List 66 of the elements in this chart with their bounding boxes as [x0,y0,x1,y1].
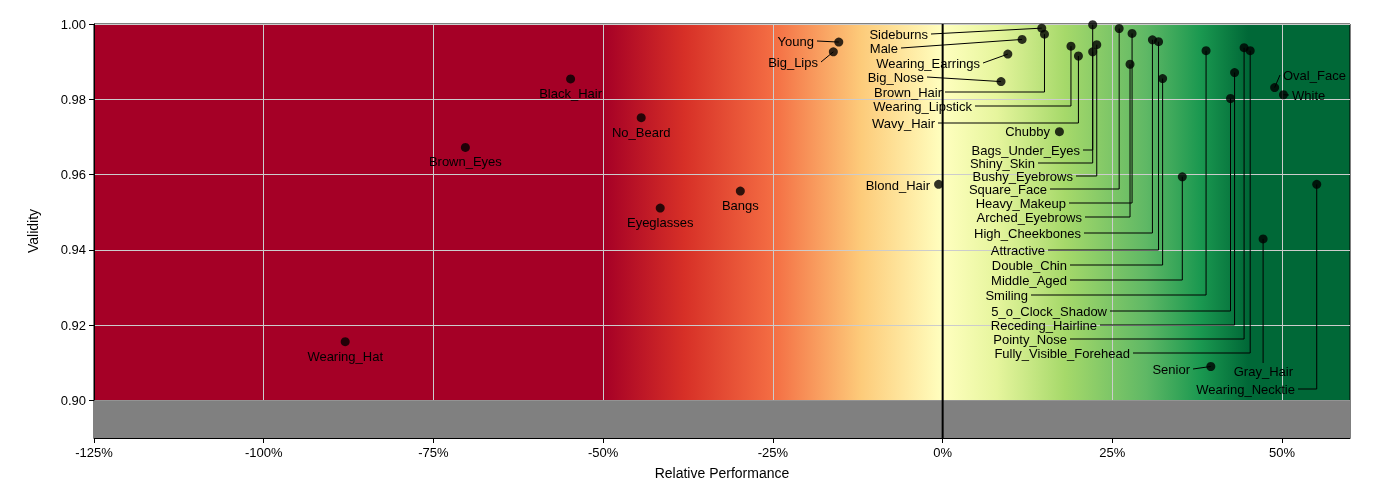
annotation: Double_Chin [991,257,1067,273]
annotation: Wavy_Hair [871,115,936,131]
annotation: Senior [1152,361,1191,377]
point [1245,46,1255,56]
annotation: Sideburns [869,26,929,42]
y-tick-label: 0.98 [60,91,86,107]
annotation: Wearing_Hat [307,348,384,364]
annotation: 5_o_Clock_Shadow [991,303,1108,319]
point [828,47,838,57]
point [1270,83,1280,93]
point [1158,74,1168,84]
point [1092,40,1102,50]
point [1177,172,1187,182]
annotation: Receding_Hairline [990,317,1097,333]
point [996,77,1006,87]
y-tick-label: 0.92 [60,317,86,333]
annotation: Bangs [721,198,760,214]
point [1003,49,1013,59]
y-axis-title: Validity [25,208,41,254]
x-tick-label: -25% [757,445,789,460]
point [1312,179,1322,189]
point [1040,29,1049,39]
annotation: Oval_Face [1283,67,1346,83]
point [1154,37,1164,47]
x-tick-label: -75% [418,445,450,460]
annotation: Smiling [985,287,1028,303]
annotation: Young [777,33,814,49]
point [636,113,646,123]
point [1073,51,1083,61]
annotation: High_Cheekbones [974,225,1082,241]
point [1226,94,1236,104]
point [735,186,745,196]
point [460,142,470,152]
x-tick-label: 50% [1269,445,1296,460]
point [1088,20,1098,30]
annotation: Attractive [990,242,1045,258]
point [1054,127,1064,137]
point [1230,68,1240,78]
x-tick-label: -100% [244,445,283,460]
point [1278,90,1288,100]
annotation: No_Beard [611,124,671,140]
x-axis-title: Relative Performance [654,465,790,481]
annotation: Brown_Hair [874,84,943,100]
x-tick-label: -50% [588,445,619,460]
point [1114,24,1124,34]
annotation: Blond_Hair [865,177,931,193]
point [340,337,350,347]
annotation: Big_Lips [768,54,819,70]
annotation: White [1292,87,1326,103]
point [1206,361,1216,371]
annotation: Middle_Aged [991,272,1067,288]
x-tick-label: 25% [1099,445,1126,460]
point [566,74,576,84]
annotation: Black_Hair [539,85,603,101]
point [1017,34,1027,44]
annotation: Male [869,40,898,56]
annotation: Bags_Under_Eyes [971,142,1081,158]
annotation: Eyeglasses [626,215,694,231]
y-tick-label: 0.96 [60,167,86,183]
point [655,203,665,213]
y-tick-label: 1.00 [60,16,86,32]
x-tick-label: 0% [933,445,953,460]
y-tick-label: 0.94 [60,242,86,258]
annotation: Chubby [1005,123,1051,139]
x-tick-label: -125% [75,445,114,460]
y-tick-label: 0.90 [60,392,86,408]
